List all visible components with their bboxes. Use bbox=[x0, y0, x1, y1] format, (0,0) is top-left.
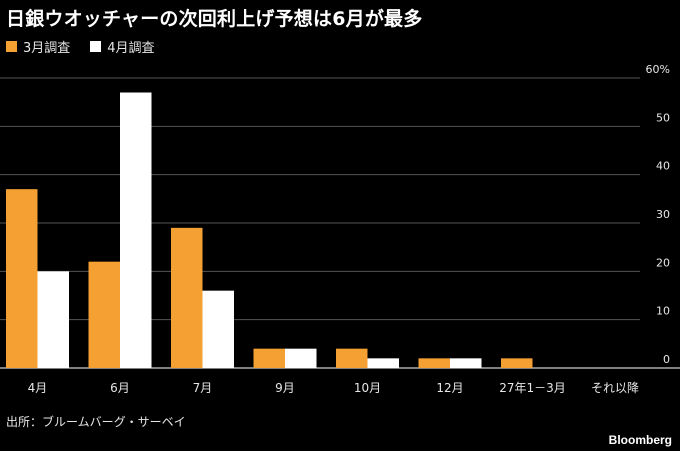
bar-april-1 bbox=[120, 92, 152, 368]
x-tick-label: 10月 bbox=[354, 381, 381, 395]
legend-label-april: 4月調査 bbox=[107, 41, 155, 56]
brand-logo: Bloomberg bbox=[608, 433, 672, 447]
bar-march-4 bbox=[336, 348, 368, 368]
bar-march-6 bbox=[501, 358, 533, 368]
bars bbox=[6, 92, 533, 368]
bar-april-3 bbox=[285, 348, 317, 368]
bar-march-5 bbox=[418, 358, 450, 368]
y-tick-label: 0 bbox=[663, 353, 670, 366]
bar-april-4 bbox=[367, 358, 399, 368]
legend-item-march: 3月調査 bbox=[6, 37, 70, 56]
y-tick-label: 30 bbox=[656, 208, 670, 221]
x-tick-label: 9月 bbox=[275, 381, 295, 395]
x-tick-label: それ以降 bbox=[591, 381, 639, 395]
chart-title: 日銀ウオッチャーの次回利上げ予想は6月が最多 bbox=[6, 8, 423, 30]
x-tick-label: 4月 bbox=[28, 381, 48, 395]
source-note: 出所：ブルームバーグ・サーベイ bbox=[6, 415, 186, 429]
bar-april-5 bbox=[450, 358, 482, 368]
x-tick-labels: 4月 6月 7月 9月 10月 12月 27年1－3月 それ以降 bbox=[28, 381, 639, 395]
legend-label-march: 3月調査 bbox=[23, 41, 71, 56]
y-tick-label: 50 bbox=[656, 111, 670, 124]
legend-swatch-april bbox=[90, 41, 102, 52]
bar-march-2 bbox=[171, 227, 203, 368]
bar-april-0 bbox=[37, 271, 69, 368]
y-tick-label: 20 bbox=[656, 256, 670, 269]
y-tick-label: 10 bbox=[656, 305, 670, 318]
x-tick-label: 6月 bbox=[110, 381, 130, 395]
bar-march-0 bbox=[6, 189, 38, 368]
legend-item-april: 4月調査 bbox=[90, 37, 155, 56]
bar-march-3 bbox=[253, 348, 285, 368]
legend: 3月調査 4月調査 bbox=[6, 37, 175, 56]
y-tick-labels: 60% 50 40 30 20 10 0 bbox=[646, 63, 670, 366]
bar-april-2 bbox=[202, 290, 234, 368]
y-tick-label: 60% bbox=[646, 63, 670, 76]
x-tick-label: 12月 bbox=[436, 381, 463, 395]
bar-march-1 bbox=[88, 261, 120, 368]
x-tick-label: 27年1－3月 bbox=[499, 381, 566, 395]
x-tick-label: 7月 bbox=[193, 381, 213, 395]
legend-swatch-march bbox=[6, 41, 17, 52]
y-tick-label: 40 bbox=[656, 160, 670, 173]
